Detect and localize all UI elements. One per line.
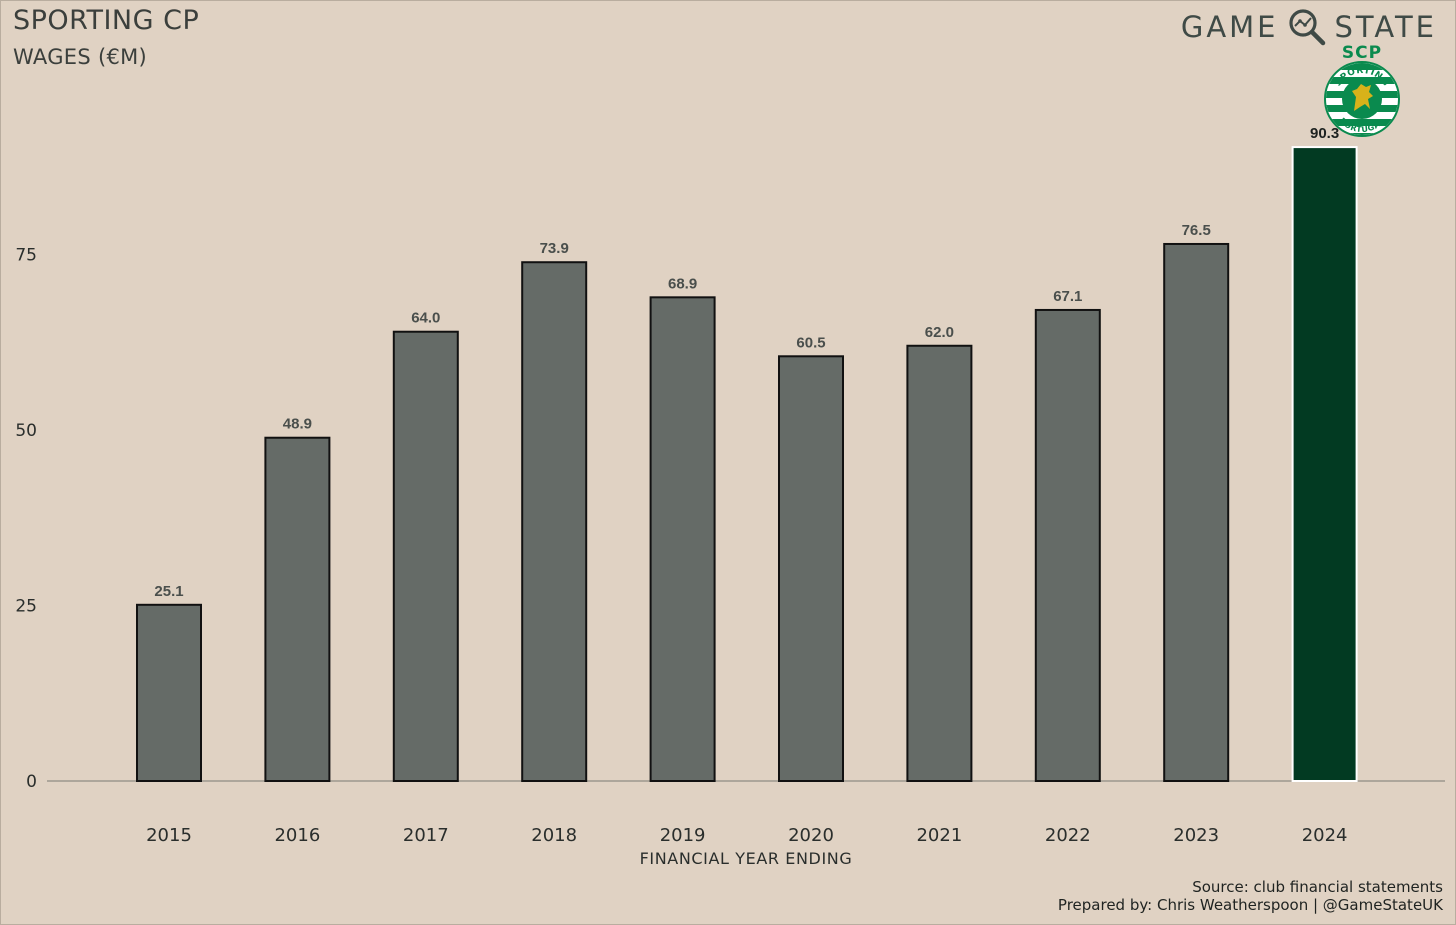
- y-tick-label: 75: [15, 246, 37, 266]
- data-label-2020: 60.5: [796, 334, 825, 351]
- brand-word-right: STATE: [1334, 10, 1437, 44]
- bar-2020: [778, 355, 844, 782]
- x-tick-label: 2021: [916, 825, 962, 846]
- x-tick-label: 2023: [1173, 825, 1219, 846]
- chart-footer: Source: club financial statements Prepar…: [1058, 878, 1443, 914]
- y-tick-label: 50: [15, 421, 37, 441]
- bar-2024: [1291, 146, 1358, 782]
- y-tick-label: 25: [15, 597, 37, 617]
- x-tick-label: 2018: [531, 825, 577, 846]
- x-tick-label: 2019: [660, 825, 706, 846]
- source-note: Source: club financial statements: [1192, 878, 1443, 896]
- x-tick-label: 2024: [1302, 825, 1348, 846]
- crest-letters: SCP: [1342, 43, 1382, 63]
- chart-title: SPORTING CP: [13, 5, 200, 36]
- data-label-2021: 62.0: [925, 324, 954, 341]
- data-label-2024: 90.3: [1310, 125, 1339, 142]
- data-label-2019: 68.9: [668, 275, 697, 292]
- data-label-2016: 48.9: [283, 416, 312, 433]
- bar-2023: [1163, 242, 1230, 783]
- x-tick-label: 2020: [788, 825, 834, 846]
- bar-2016: [264, 436, 331, 782]
- bar-2021: [906, 344, 973, 782]
- bar-2019: [649, 296, 716, 782]
- x-axis-label: FINANCIAL YEAR ENDING: [640, 849, 853, 868]
- x-tick-label: 2015: [146, 825, 192, 846]
- x-tick-label: 2016: [274, 825, 320, 846]
- credit-note: Prepared by: Chris Weatherspoon | @GameS…: [1057, 896, 1443, 914]
- bar-2022: [1034, 308, 1101, 782]
- brand-logo: GAME STATE: [1181, 7, 1437, 47]
- x-tick-label: 2017: [403, 825, 449, 846]
- data-label-2022: 67.1: [1053, 288, 1082, 305]
- bar-2017: [392, 330, 459, 782]
- x-tick-label: 2022: [1045, 825, 1091, 846]
- data-label-2017: 64.0: [411, 310, 440, 327]
- data-label-2018: 73.9: [540, 240, 569, 257]
- chart-subtitle: WAGES (€M): [13, 45, 148, 69]
- brand-word-left: GAME: [1180, 10, 1279, 44]
- bar-2018: [521, 261, 588, 782]
- data-label-2023: 76.5: [1182, 222, 1211, 239]
- bar-2015: [136, 603, 202, 782]
- y-tick-label: 0: [26, 772, 37, 792]
- sporting-cp-crest-icon: SCP SPORTING PORTUGAL: [1324, 43, 1400, 137]
- magnifier-chart-icon: [1288, 9, 1325, 46]
- data-label-2015: 25.1: [154, 583, 183, 600]
